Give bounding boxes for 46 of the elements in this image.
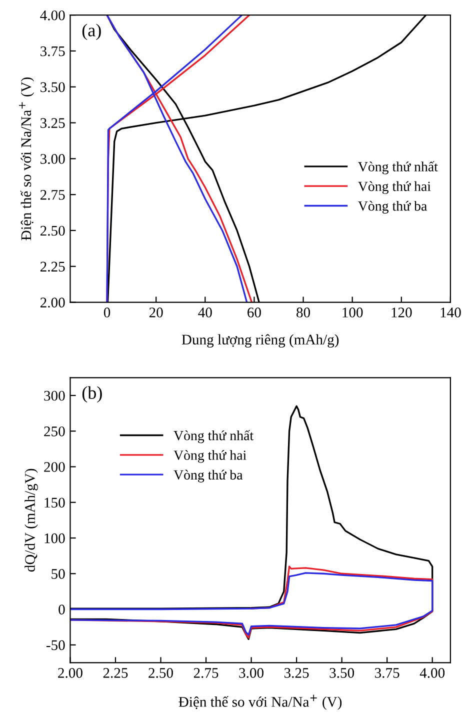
x-tick-label: 0 bbox=[104, 308, 110, 318]
x-tick-label: 60 bbox=[248, 308, 261, 318]
x-tick-label: 140 bbox=[440, 308, 461, 318]
y-axis-title: dQ/dV (mAh/gV) bbox=[24, 468, 38, 572]
y-tick-label: 0 bbox=[58, 604, 65, 614]
x-tick-label: 2.75 bbox=[194, 668, 218, 678]
annotation: (a) bbox=[82, 24, 101, 40]
y-tick-label: 100 bbox=[44, 533, 65, 544]
legend-label: Vòng thứ nhất bbox=[358, 161, 438, 174]
y-tick-label: 2.50 bbox=[40, 226, 65, 236]
x-axis-title: Dung lượng riêng (mAh/g) bbox=[182, 334, 339, 348]
x-tick-label: 3.50 bbox=[330, 668, 354, 678]
legend-label: Vòng thứ ba bbox=[358, 200, 427, 214]
y-tick-label: 3.00 bbox=[40, 154, 65, 164]
x-tick-label: 2.25 bbox=[103, 668, 128, 678]
x-tick-label: 3.00 bbox=[239, 668, 264, 678]
legend-label: Vòng thứ ba bbox=[174, 470, 243, 482]
x-tick-label: 4.00 bbox=[420, 668, 445, 678]
x-tick-label: 120 bbox=[392, 308, 412, 318]
y-tick-label: 2.00 bbox=[40, 298, 65, 308]
y-tick-label: 2.75 bbox=[40, 190, 65, 200]
legend-label: Vòng thứ hai bbox=[174, 450, 246, 463]
x-tick-label: 40 bbox=[198, 308, 212, 318]
x-tick-label: 2.00 bbox=[58, 668, 82, 678]
y-tick-label: 4.00 bbox=[40, 10, 65, 20]
y-tick-label: 3.75 bbox=[40, 46, 65, 56]
y-axis-title: Điện thế so với Na/Na$^{+}$ (V) bbox=[18, 77, 34, 240]
y-tick-label: 50 bbox=[52, 569, 65, 579]
x-tick-label: 80 bbox=[296, 308, 310, 318]
y-tick-label: 200 bbox=[44, 462, 65, 472]
y-tick-label: 3.25 bbox=[40, 118, 65, 128]
y-tick-label: 3.50 bbox=[40, 82, 65, 92]
y-tick-label: 2.25 bbox=[40, 262, 65, 272]
y-tick-label: 300 bbox=[44, 390, 65, 401]
x-tick-label: 2.50 bbox=[148, 668, 173, 678]
y-tick-label: 250 bbox=[44, 426, 65, 436]
x-tick-label: 20 bbox=[149, 308, 163, 318]
x-tick-label: 3.75 bbox=[375, 668, 400, 678]
legend-label: Vòng thứ nhất bbox=[174, 430, 254, 444]
y-tick-label: 150 bbox=[44, 498, 65, 508]
legend-label: Vòng thứ hai bbox=[358, 181, 431, 194]
x-tick-label: 3.25 bbox=[284, 668, 309, 678]
x-axis-title: Điện thế so với Na/Na$^{+}$ (V) bbox=[178, 694, 342, 710]
x-tick-label: 100 bbox=[342, 308, 363, 318]
annotation: (b) bbox=[82, 386, 102, 403]
y-tick-label: -50 bbox=[46, 640, 65, 650]
